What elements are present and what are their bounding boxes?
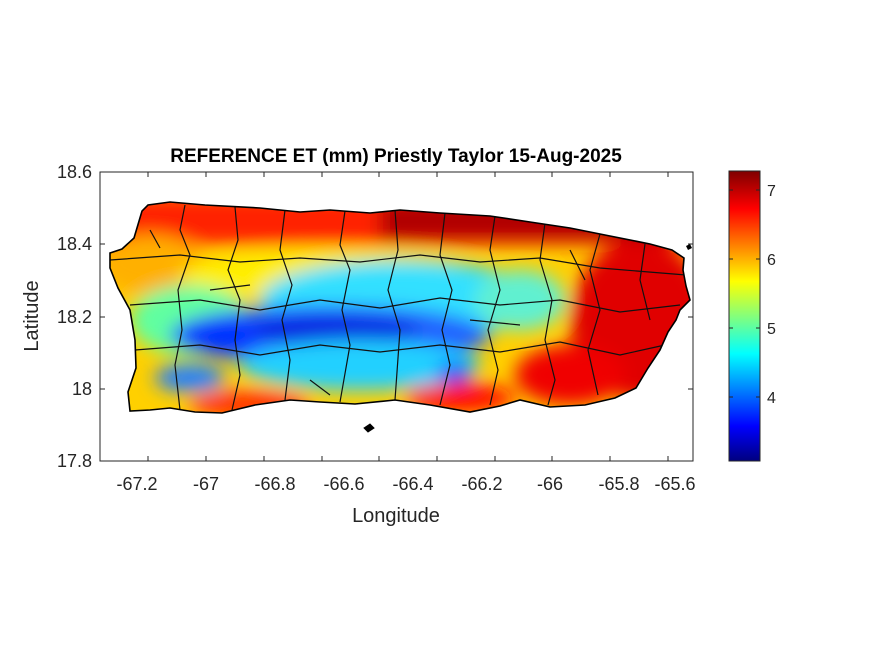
heat-mountain-darkblue xyxy=(240,316,420,344)
chart-title: REFERENCE ET (mm) Priestly Taylor 15-Aug… xyxy=(170,146,622,167)
heat-northwest-orange xyxy=(110,235,205,295)
heat-ponce-blue xyxy=(437,363,473,383)
y-tick-label: 18 xyxy=(72,379,92,399)
colorbar-tick-label: 4 xyxy=(767,390,776,407)
x-tick-label: -66.2 xyxy=(461,474,502,494)
x-tick-marks xyxy=(147,172,669,461)
heat-east-cyan xyxy=(475,270,565,330)
heat-southwest-blue xyxy=(155,364,225,392)
x-tick-label: -66.4 xyxy=(392,474,433,494)
y-tick-label: 17.8 xyxy=(57,451,92,471)
heat-southeast-red xyxy=(515,345,625,405)
eastern-islet xyxy=(686,244,692,250)
colorbar xyxy=(728,170,761,462)
x-tick-label: -67 xyxy=(193,474,219,494)
y-tick-marks xyxy=(100,171,693,462)
y-tick-label: 18.2 xyxy=(57,307,92,327)
caja-de-muertos-island xyxy=(363,423,375,433)
heat-south-cyan xyxy=(240,340,480,390)
y-tick-label: 18.4 xyxy=(57,234,92,254)
heat-west-blue xyxy=(180,317,260,353)
colorbar-tick-label: 5 xyxy=(767,321,776,338)
colorbar-tick-label: 6 xyxy=(767,252,776,269)
x-tick-label: -65.6 xyxy=(654,474,695,494)
y-tick-label: 18.6 xyxy=(57,162,92,182)
x-tick-label: -66.8 xyxy=(254,474,295,494)
x-tick-label: -66 xyxy=(537,474,563,494)
colorbar-tick-marks xyxy=(729,189,760,398)
x-tick-label: -66.6 xyxy=(323,474,364,494)
municipio-boundaries xyxy=(110,204,687,411)
x-tick-label: -65.8 xyxy=(598,474,639,494)
y-axis-label: Latitude xyxy=(21,280,43,351)
x-tick-label: -67.2 xyxy=(116,474,157,494)
x-axis-label: Longitude xyxy=(352,505,440,527)
colorbar-tick-label: 7 xyxy=(767,183,776,200)
